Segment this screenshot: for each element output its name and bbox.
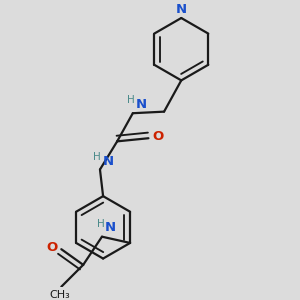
Text: H: H [93, 152, 101, 162]
Text: N: N [176, 2, 187, 16]
Text: O: O [46, 241, 58, 254]
Text: N: N [103, 155, 114, 168]
Text: H: H [97, 219, 104, 229]
Text: N: N [104, 221, 116, 234]
Text: H: H [128, 95, 135, 105]
Text: CH₃: CH₃ [50, 290, 70, 300]
Text: O: O [152, 130, 164, 143]
Text: N: N [136, 98, 147, 111]
